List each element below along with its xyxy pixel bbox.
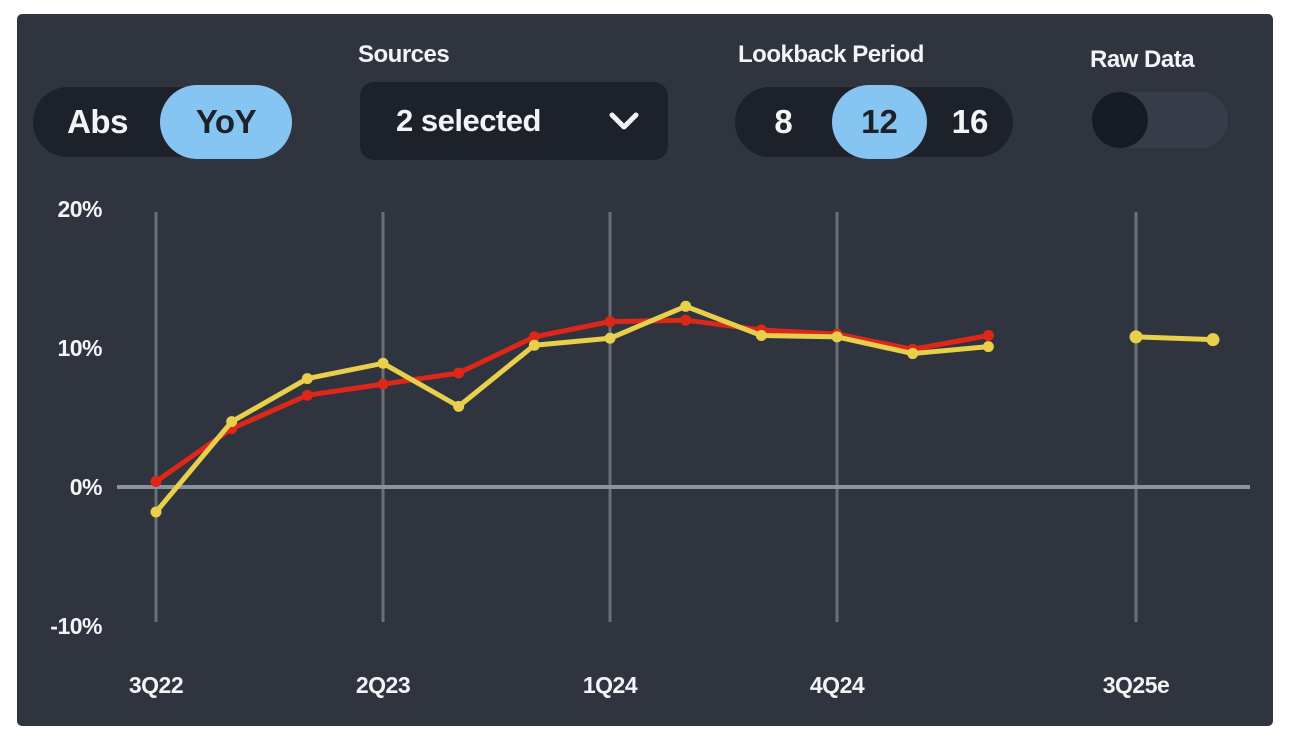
yellow-series-point-4Q23 <box>528 339 540 351</box>
yoy-line-chart: 3Q22 2Q23 1Q24 4Q24 3Q25e 20% 10% 0% -10% <box>50 196 1250 698</box>
red-series-point-2Q24 <box>680 314 692 326</box>
sources-selected-value: 2 selected <box>396 103 541 138</box>
yellow-series-line <box>153 303 991 515</box>
chevron-down-icon <box>609 112 639 130</box>
lookback-period-label: Lookback Period <box>738 41 924 68</box>
yellow-series-point-1Q24 <box>604 332 616 344</box>
lookback-option-8[interactable]: 8 <box>774 103 793 140</box>
view-option-abs[interactable]: Abs <box>67 103 128 140</box>
yellow-series-point-1Q23 <box>301 373 313 385</box>
view-mode-toggle[interactable]: Abs YoY <box>33 85 292 159</box>
estimate-point-0 <box>1129 330 1143 344</box>
yellow-series-point-3Q23 <box>453 400 465 412</box>
raw-data-label: Raw Data <box>1090 46 1195 73</box>
yellow-series-point-1Q25 <box>907 348 919 360</box>
red-series-point-4Q23 <box>528 331 540 343</box>
x-tick-3Q25e: 3Q25e <box>1103 672 1170 698</box>
yellow-series-point-3Q22 <box>150 506 162 518</box>
x-tick-3Q22: 3Q22 <box>129 672 183 698</box>
red-series-point-2Q23 <box>377 378 389 390</box>
estimate-segment-line <box>1133 334 1216 343</box>
lookback-segmented-control[interactable]: 8 12 16 <box>735 85 1013 159</box>
red-series-point-1Q23 <box>301 389 313 401</box>
y-tick--10%: -10% <box>50 613 102 639</box>
y-tick-20%: 20% <box>57 196 102 222</box>
lookback-option-16[interactable]: 16 <box>951 103 989 140</box>
yellow-series-point-2Q24 <box>680 300 692 312</box>
red-series-line <box>153 317 991 484</box>
sources-label: Sources <box>358 41 450 68</box>
red-series-point-2Q25 <box>982 329 994 341</box>
estimate-point-1 <box>1206 333 1220 347</box>
yellow-series-point-3Q24 <box>755 329 767 341</box>
yellow-series-point-4Q22 <box>226 416 238 428</box>
sources-dropdown[interactable]: 2 selected <box>360 82 668 160</box>
y-tick-0%: 0% <box>70 474 102 500</box>
view-option-yoy[interactable]: YoY <box>160 85 292 159</box>
yellow-series-point-2Q25 <box>982 341 994 353</box>
chart-card: Abs YoY Sources 2 selected Lookback Peri… <box>17 14 1273 726</box>
x-tick-1Q24: 1Q24 <box>583 672 638 698</box>
x-tick-2Q23: 2Q23 <box>356 672 410 698</box>
yellow-series-point-2Q23 <box>377 357 389 369</box>
red-series-point-1Q24 <box>604 316 616 328</box>
y-tick-10%: 10% <box>57 335 102 361</box>
red-series-point-3Q22 <box>150 475 162 487</box>
x-tick-4Q24: 4Q24 <box>810 672 865 698</box>
red-series-point-3Q23 <box>453 367 465 379</box>
raw-data-toggle[interactable] <box>1092 92 1228 148</box>
lookback-option-12[interactable]: 12 <box>832 85 927 159</box>
yellow-series-point-4Q24 <box>831 331 843 343</box>
raw-data-toggle-knob <box>1092 92 1148 148</box>
